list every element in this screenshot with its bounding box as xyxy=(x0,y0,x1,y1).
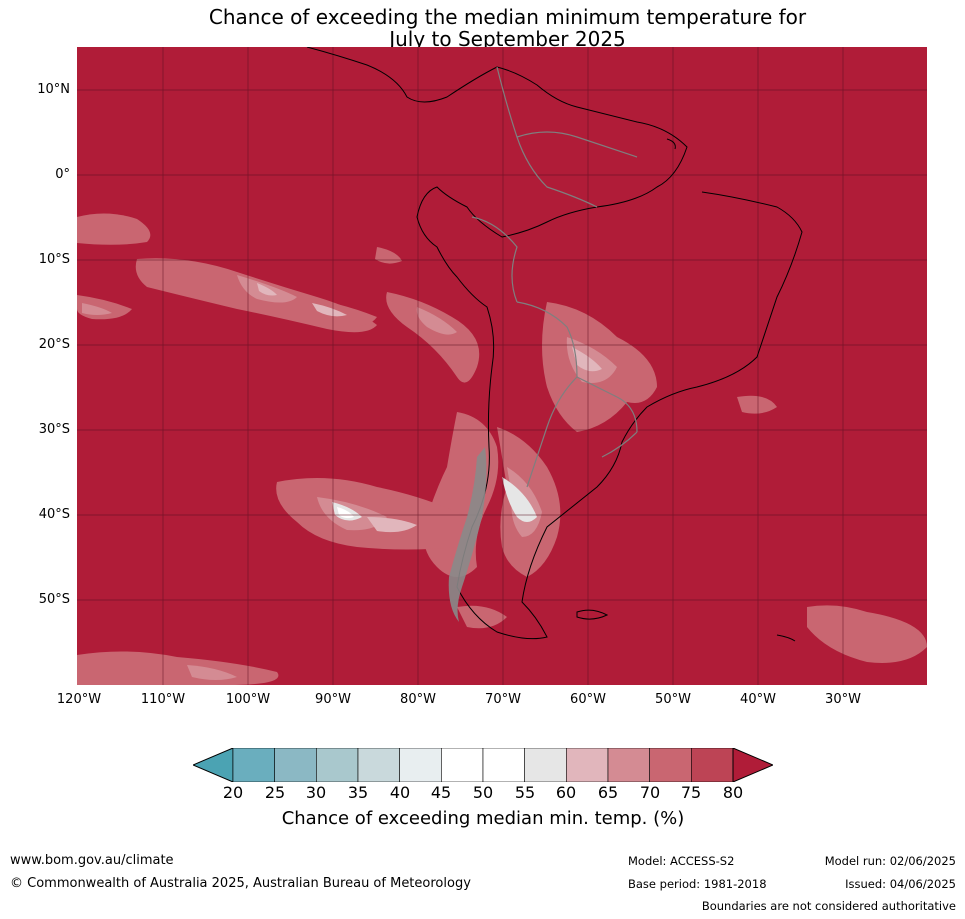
lat-label-20s: 20°S xyxy=(38,337,70,352)
map-title-line2: July to September 2025 xyxy=(389,27,626,51)
colorbar-cell xyxy=(441,748,484,782)
patch-60 xyxy=(367,517,417,533)
colorbar-cell xyxy=(566,748,609,782)
patch-60 xyxy=(257,283,277,296)
lon-label-90w: 90°W xyxy=(315,692,351,707)
border xyxy=(576,376,638,433)
colorbar-tick: 70 xyxy=(639,783,661,802)
lon-label-30w: 30°W xyxy=(825,692,861,707)
lon-label-40w: 40°W xyxy=(740,692,776,707)
colorbar-tick: 40 xyxy=(389,783,411,802)
colorbar-title: Chance of exceeding median min. temp. (%… xyxy=(281,808,685,829)
colorbar-tick: 65 xyxy=(597,783,619,802)
colorbar-cell xyxy=(357,748,400,782)
border xyxy=(526,376,578,488)
patch-70 xyxy=(737,395,777,414)
colorbar-cell xyxy=(691,748,734,782)
border xyxy=(516,131,638,158)
website-link[interactable]: www.bom.gov.au/climate xyxy=(10,853,174,868)
lon-label-120w: 120°W xyxy=(56,692,102,707)
colorbar-cell xyxy=(524,748,567,782)
border xyxy=(496,66,598,208)
base-period: Base period: 1981-2018 xyxy=(628,877,767,891)
patch-70 xyxy=(457,605,507,629)
lon-label-80w: 80°W xyxy=(400,692,436,707)
patch-65 xyxy=(416,307,457,335)
colorbar-tick: 25 xyxy=(264,783,286,802)
border xyxy=(516,301,578,378)
map-background xyxy=(77,47,927,685)
colorbar-cell xyxy=(274,748,317,782)
patch-65 xyxy=(187,665,237,680)
colorbar-tick: 55 xyxy=(514,783,536,802)
coastlines xyxy=(306,47,803,642)
patch-55 xyxy=(502,477,537,522)
colorbar-tick: 35 xyxy=(347,783,369,802)
patch-70 xyxy=(807,605,927,663)
lon-label-70w: 70°W xyxy=(485,692,521,707)
map-title-line1: Chance of exceeding the median minimum t… xyxy=(208,5,807,29)
colorbar-tick: 80 xyxy=(722,783,744,802)
colorbar-over-arrow xyxy=(732,748,773,782)
colorbar-tick: 30 xyxy=(305,783,327,802)
colorbar-cell xyxy=(232,748,275,782)
lon-label-50w: 50°W xyxy=(655,692,691,707)
falklands-coast xyxy=(576,609,609,620)
country-borders xyxy=(471,66,638,488)
colorbar-tick: 75 xyxy=(680,783,702,802)
lat-label-10n: 10°N xyxy=(37,82,70,97)
lat-label-50s: 50°S xyxy=(38,592,70,607)
border xyxy=(471,216,518,303)
lon-label-60w: 60°W xyxy=(570,692,606,707)
lat-label-40s: 40°S xyxy=(38,507,70,522)
lat-label-10s: 10°S xyxy=(38,252,70,267)
copyright-text: © Commonwealth of Australia 2025, Austra… xyxy=(10,876,471,891)
trinidad-coast xyxy=(666,138,676,150)
lat-label-0: 0° xyxy=(55,167,70,182)
patch-70 xyxy=(386,292,480,383)
boundaries-disclaimer: Boundaries are not considered authoritat… xyxy=(701,899,956,913)
graticule xyxy=(77,47,927,685)
colorbar-cell xyxy=(399,748,442,782)
colorbar-cells xyxy=(232,748,734,782)
south-georgia-coast xyxy=(776,634,796,642)
lon-label-110w: 110°W xyxy=(140,692,186,707)
lat-label-30s: 30°S xyxy=(38,422,70,437)
lon-label-100w: 100°W xyxy=(225,692,271,707)
colorbar-tick: 45 xyxy=(430,783,452,802)
patch-70 xyxy=(77,213,151,245)
south-america-coast xyxy=(306,47,803,640)
patch-65 xyxy=(82,303,112,315)
issued-date: Issued: 04/06/2025 xyxy=(845,877,956,891)
model-run-date: Model run: 02/06/2025 xyxy=(824,854,956,868)
andes-grey-highlands xyxy=(448,447,487,622)
colorbar-cell xyxy=(316,748,359,782)
colorbar-cell xyxy=(649,748,692,782)
model-name: Model: ACCESS-S2 xyxy=(628,854,735,868)
probability-patches xyxy=(77,213,927,685)
colorbar-tick: 50 xyxy=(472,783,494,802)
patch-60 xyxy=(572,347,602,372)
border xyxy=(601,431,638,458)
probability-map xyxy=(77,47,927,685)
colorbar-tick: 20 xyxy=(222,783,244,802)
colorbar-cell xyxy=(482,748,525,782)
colorbar-cell xyxy=(607,748,650,782)
colorbar-under-arrow xyxy=(193,748,234,782)
patch-70 xyxy=(375,247,402,264)
colorbar xyxy=(193,748,773,782)
colorbar-tick: 60 xyxy=(555,783,577,802)
patch-60 xyxy=(312,303,347,317)
